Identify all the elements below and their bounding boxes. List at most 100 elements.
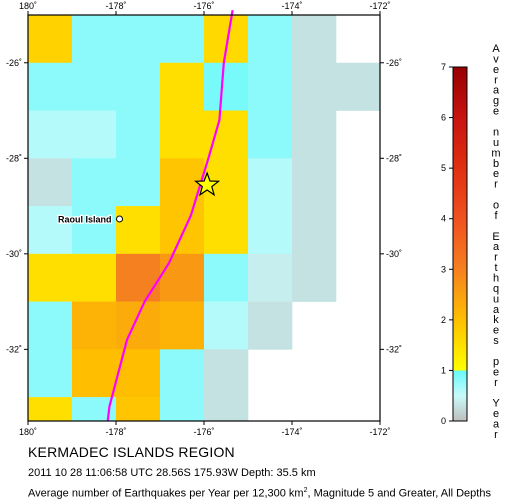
legend-title-letter: r bbox=[494, 252, 498, 264]
grid-cell bbox=[72, 349, 117, 398]
legend-color-bar bbox=[452, 66, 468, 422]
legend-title-letter: a bbox=[493, 304, 500, 316]
legend-title-letter: r bbox=[494, 179, 498, 191]
grid-cell bbox=[160, 301, 205, 350]
legend-title-letter: v bbox=[493, 53, 499, 65]
epicenter-star-icon bbox=[194, 171, 221, 197]
legend-title-letter: r bbox=[494, 74, 498, 86]
legend-tick-label: 2 bbox=[441, 315, 446, 325]
grid-cell bbox=[248, 158, 293, 207]
legend-title-letter: h bbox=[493, 273, 499, 285]
y-tick-label-right: -30˚ bbox=[386, 249, 402, 259]
grid-cell bbox=[248, 253, 293, 302]
grid-cell bbox=[160, 62, 205, 111]
grid-cell bbox=[292, 158, 337, 207]
grid-cell bbox=[248, 301, 293, 350]
grid-cell bbox=[116, 158, 161, 207]
grid-cell bbox=[248, 206, 293, 255]
grid-cell bbox=[116, 253, 161, 302]
grid-cell bbox=[28, 110, 73, 159]
x-tick-label-top: -172˚ bbox=[369, 1, 390, 11]
legend-title-letter: a bbox=[493, 241, 500, 253]
map-caption: Average number of Earthquakes per Year p… bbox=[28, 487, 491, 500]
legend-title-letter: u bbox=[493, 137, 499, 149]
grid-cell bbox=[160, 110, 205, 159]
grid-cell bbox=[292, 110, 337, 159]
x-tick-label-top: -174˚ bbox=[281, 1, 302, 11]
legend-tick-label: 6 bbox=[441, 113, 446, 123]
legend-title-letter: n bbox=[493, 126, 499, 138]
legend-title-letter: r bbox=[494, 377, 498, 389]
grid-cell bbox=[116, 206, 161, 255]
grid-cell bbox=[292, 62, 337, 111]
x-tick-label-bottom: -178˚ bbox=[105, 427, 126, 437]
grid-cell bbox=[204, 206, 249, 255]
grid-cell bbox=[336, 62, 381, 111]
legend-tick-label: 1 bbox=[441, 365, 446, 375]
legend-title-letter: k bbox=[493, 314, 499, 326]
legend-title-letter: q bbox=[493, 283, 499, 295]
place-label: Raoul Island bbox=[58, 214, 112, 224]
grid-cell bbox=[116, 301, 161, 350]
grid-cell bbox=[160, 253, 205, 302]
grid-cell bbox=[204, 62, 249, 111]
grid-cell bbox=[72, 301, 117, 350]
x-tick-label-top: -176˚ bbox=[193, 1, 214, 11]
place-marker-icon bbox=[116, 215, 124, 223]
caption-text-end: , Magnitude 5 and Greater, All Depths bbox=[307, 487, 491, 500]
grid-cell bbox=[28, 62, 73, 111]
grid-cell bbox=[292, 206, 337, 255]
legend-tick-label: 4 bbox=[441, 214, 446, 224]
grid-cell bbox=[204, 253, 249, 302]
legend-title-letter: p bbox=[493, 356, 499, 368]
legend-title-letter: u bbox=[493, 293, 499, 305]
grid-cell bbox=[116, 397, 161, 422]
y-tick-label-right: -28˚ bbox=[386, 153, 402, 163]
y-tick-label-right: -32˚ bbox=[386, 344, 402, 354]
legend-title-letter: a bbox=[493, 419, 500, 431]
marker-layer: Raoul Island bbox=[57, 171, 221, 226]
y-tick-label-left: -30˚ bbox=[6, 249, 22, 259]
grid-cell bbox=[204, 301, 249, 350]
grid-cell bbox=[72, 206, 117, 255]
legend-title-letter: e bbox=[493, 408, 499, 420]
grid-cell bbox=[204, 349, 249, 398]
seismicity-grid bbox=[28, 15, 381, 422]
x-tick-label-bottom: -176˚ bbox=[193, 427, 214, 437]
grid-cell bbox=[28, 349, 73, 398]
grid-cell bbox=[116, 110, 161, 159]
grid-cell bbox=[248, 15, 293, 64]
caption-superscript: 2 bbox=[303, 487, 308, 494]
region-title: KERMADEC ISLANDS REGION bbox=[28, 444, 235, 460]
x-tick-label-bottom: 180˚ bbox=[19, 427, 37, 437]
legend-title-letter: g bbox=[493, 95, 499, 107]
grid-cell bbox=[72, 15, 117, 64]
legend-title-letter: m bbox=[491, 147, 500, 159]
grid-cell bbox=[292, 15, 337, 64]
legend-title-letter: e bbox=[493, 106, 499, 118]
plate-boundary-layer bbox=[106, 10, 234, 421]
color-legend: 01234567AveragenumberofEarthquakesperYea… bbox=[441, 43, 501, 440]
grid-cell bbox=[116, 62, 161, 111]
legend-title-letter: o bbox=[493, 199, 499, 211]
grid-cell bbox=[248, 110, 293, 159]
legend-title-letter: f bbox=[494, 210, 498, 222]
grid-cell bbox=[28, 397, 73, 422]
y-tick-label-left: -26˚ bbox=[6, 58, 22, 68]
legend-title-letter: s bbox=[493, 335, 499, 347]
legend-title-letter: E bbox=[492, 231, 499, 243]
grid-cell bbox=[28, 158, 73, 207]
plate-boundary-line bbox=[106, 10, 234, 421]
grid-cell bbox=[248, 62, 293, 111]
grid-cell bbox=[28, 253, 73, 302]
legend-tick-label: 0 bbox=[441, 416, 446, 426]
x-tick-label-bottom: -172˚ bbox=[369, 427, 390, 437]
grid-cell bbox=[72, 62, 117, 111]
seismicity-map-figure: Raoul Island 180˚ 180˚ -178˚ -178˚ -176˚ -176… bbox=[6, 1, 501, 440]
y-tick-label-left: -32˚ bbox=[6, 344, 22, 354]
x-tick-label-bottom: -174˚ bbox=[281, 427, 302, 437]
legend-tick-label: 3 bbox=[441, 264, 446, 274]
legend-title-letter: r bbox=[494, 429, 498, 440]
caption-text: Average number of Earthquakes per Year p… bbox=[28, 487, 304, 500]
